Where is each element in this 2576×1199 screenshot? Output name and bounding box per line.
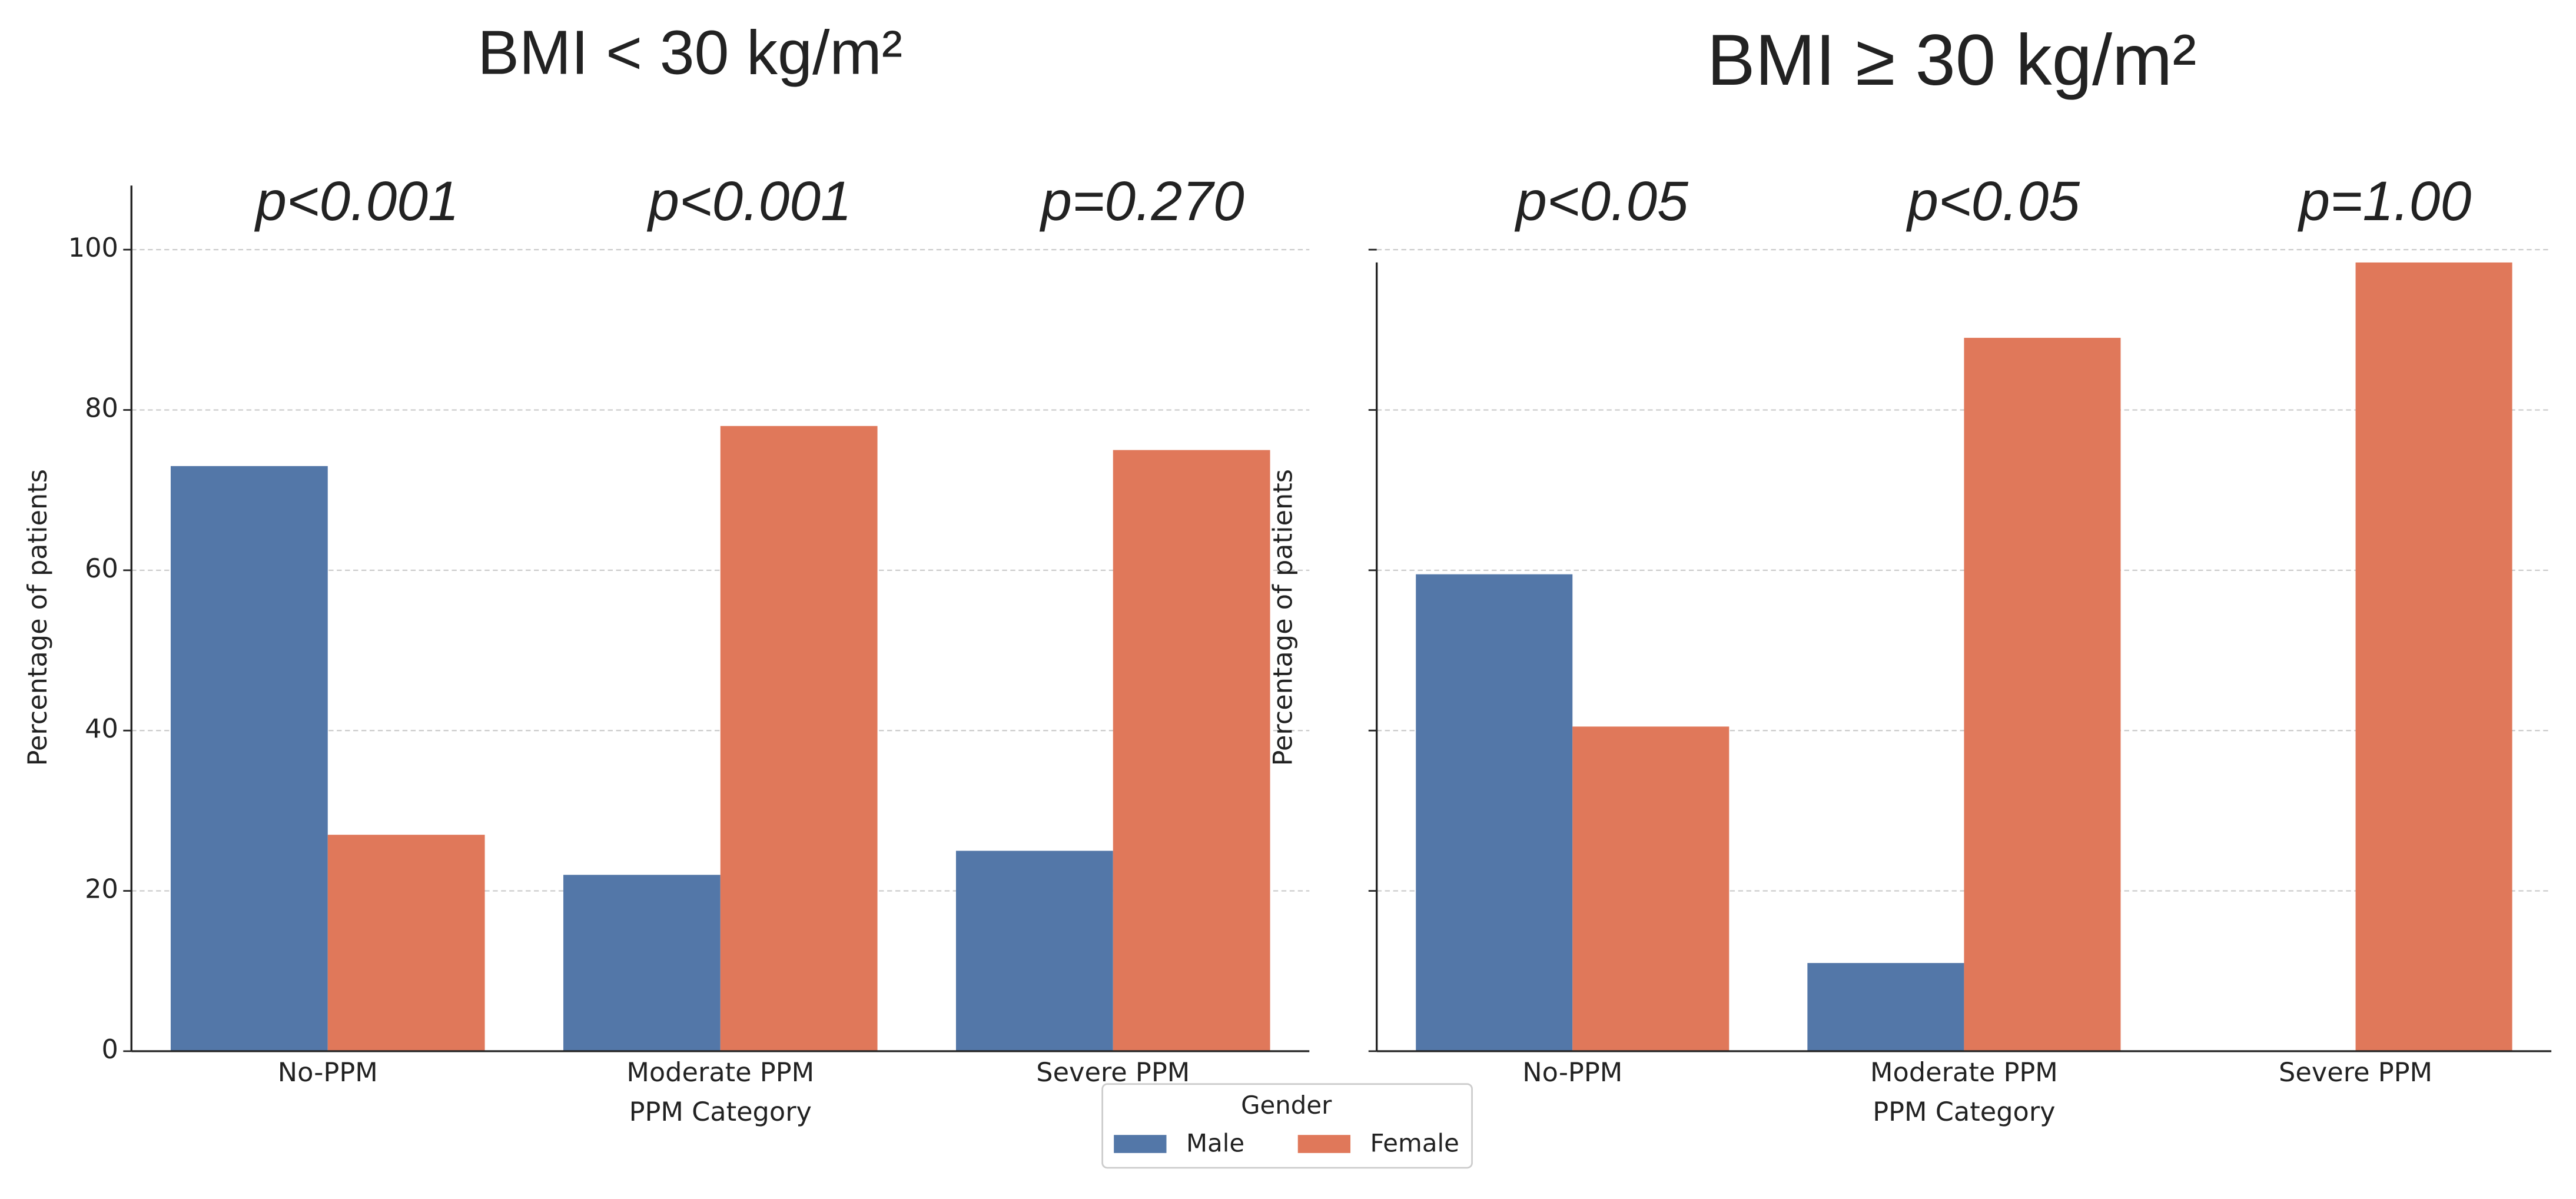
p-value: p<0.001: [646, 170, 852, 233]
legend-swatch: [1114, 1135, 1167, 1153]
chart-title: BMI ≥ 30 kg/m²: [1707, 20, 2196, 101]
p-value: p=0.270: [1039, 170, 1244, 233]
legend-box: [1101, 1083, 1473, 1169]
y-axis-label: Percentage of patients: [22, 469, 53, 766]
x-tick-label: Severe PPM: [2279, 1057, 2432, 1088]
bar: [1807, 963, 1964, 1051]
p-value: p=1.00: [2297, 170, 2471, 233]
y-tick-label: 60: [85, 553, 118, 584]
y-tick-label: 80: [85, 393, 118, 423]
x-tick-label: Moderate PPM: [626, 1057, 814, 1088]
x-tick-label: No-PPM: [278, 1057, 378, 1088]
p-value: p<0.05: [1514, 170, 1688, 233]
legend-swatch: [1297, 1135, 1351, 1153]
y-axis-label: Percentage of patients: [1267, 469, 1298, 766]
bar: [1964, 337, 2121, 1051]
y-tick-label: 0: [102, 1034, 118, 1065]
x-tick-label: No-PPM: [1522, 1057, 1622, 1088]
bar: [327, 835, 485, 1051]
x-axis-label: PPM Category: [1873, 1097, 2055, 1127]
x-tick-label: Moderate PPM: [1870, 1057, 2058, 1088]
y-tick-label: 20: [85, 874, 118, 905]
bar: [1416, 574, 1573, 1051]
bar: [1572, 726, 1729, 1051]
legend-label: Male: [1186, 1128, 1244, 1157]
p-value: p<0.001: [254, 170, 459, 233]
bar: [1113, 450, 1270, 1051]
bar: [955, 851, 1113, 1051]
p-value: p<0.05: [1906, 170, 2080, 233]
bar: [170, 466, 328, 1051]
chart-title: BMI < 30 kg/m²: [477, 18, 902, 88]
x-tick-label: Severe PPM: [1036, 1057, 1190, 1088]
bar: [563, 875, 721, 1051]
x-axis-label: PPM Category: [629, 1097, 812, 1127]
bar: [2355, 262, 2512, 1051]
y-tick-label: 100: [68, 233, 118, 263]
legend-label: Female: [1370, 1128, 1459, 1157]
y-tick-label: 40: [85, 713, 118, 744]
bar: [720, 426, 878, 1051]
legend-title: Gender: [1241, 1091, 1332, 1120]
